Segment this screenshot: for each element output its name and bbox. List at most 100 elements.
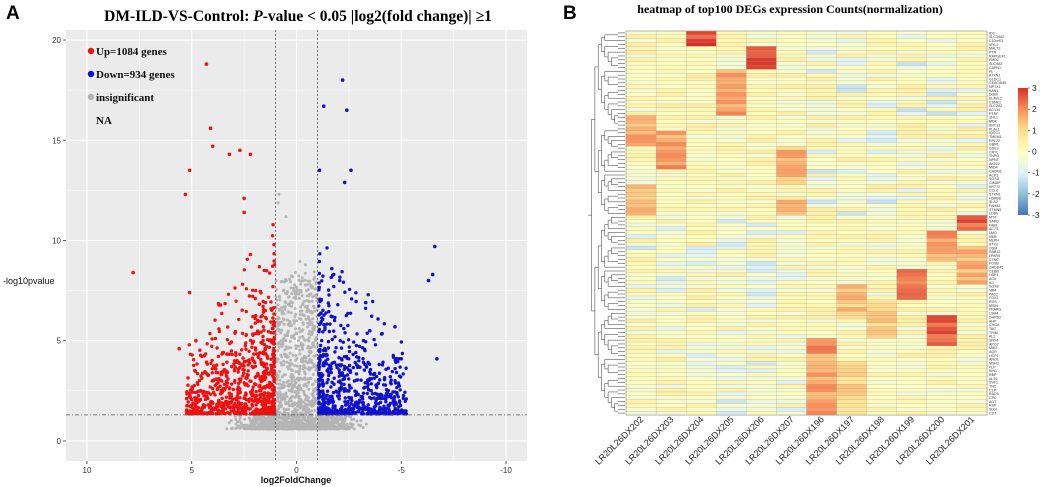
heatmap-cell <box>776 265 808 270</box>
down-gene-point <box>323 325 327 330</box>
up-gene-point <box>271 393 275 397</box>
insignificant-gene-point <box>303 271 307 275</box>
up-gene-point <box>248 152 253 157</box>
up-gene-point <box>238 352 242 356</box>
heatmap-cell <box>655 234 687 239</box>
down-gene-point <box>329 364 333 369</box>
heatmap-cell <box>776 276 808 282</box>
up-gene-point <box>229 349 234 353</box>
insignificant-gene-point <box>308 419 312 423</box>
heatmap-cell <box>956 80 988 86</box>
heatmap-cell <box>866 92 898 97</box>
heatmap-cell <box>896 169 928 174</box>
insignificant-gene-point <box>288 403 291 407</box>
heatmap-cell <box>655 142 687 147</box>
heatmap-cell <box>806 311 838 316</box>
heatmap-cell <box>655 330 687 335</box>
heatmap-cell <box>806 99 838 105</box>
insignificant-gene-point <box>284 301 288 305</box>
heatmap-cell <box>956 73 988 78</box>
heatmap-cell <box>746 69 777 74</box>
heatmap-cell <box>956 222 988 228</box>
heatmap-cell <box>836 307 868 312</box>
heatmap-cell <box>686 96 717 101</box>
heatmap-cell <box>866 119 898 124</box>
insignificant-gene-point <box>278 378 282 382</box>
heatmap-cell <box>956 384 988 389</box>
heatmap-cell <box>776 149 808 155</box>
up-gene-point <box>246 363 250 367</box>
up-gene-point <box>269 300 273 304</box>
heatmap-cell <box>956 53 988 59</box>
up-gene-point <box>266 395 270 400</box>
heatmap-cell <box>956 188 988 193</box>
insignificant-gene-point <box>279 361 283 365</box>
up-gene-point <box>205 362 209 366</box>
up-gene-point <box>225 403 229 407</box>
insignificant-gene-point <box>286 355 290 359</box>
insignificant-gene-point <box>294 297 298 300</box>
heatmap-cell <box>776 80 808 86</box>
heatmap-cell <box>866 149 898 155</box>
heatmap-cell <box>625 265 657 270</box>
up-gene-point <box>271 316 275 320</box>
heatmap-cell <box>655 123 687 128</box>
heatmap-cell <box>926 195 958 201</box>
heatmap-cell <box>716 130 747 136</box>
up-gene-point <box>260 400 264 404</box>
up-gene-point <box>221 387 225 391</box>
up-gene-point <box>216 354 221 359</box>
heatmap-cell <box>806 130 838 136</box>
up-gene-point <box>193 369 198 373</box>
up-gene-point <box>190 386 194 391</box>
legend-tick-label: -3 <box>1032 210 1040 220</box>
down-gene-point <box>330 314 334 319</box>
up-gene-point <box>254 313 258 318</box>
heatmap-cell <box>686 192 717 197</box>
insignificant-gene-point <box>243 423 247 427</box>
heatmap-cell <box>836 238 868 243</box>
heatmap-cell <box>625 276 657 282</box>
heatmap-cell <box>746 57 777 63</box>
heatmap-cell <box>866 115 898 120</box>
up-gene-point <box>212 364 216 368</box>
heatmap-cell <box>625 211 657 216</box>
heatmap-cell <box>686 280 717 285</box>
heatmap-cell <box>806 315 838 320</box>
heatmap-cell <box>746 330 777 335</box>
heatmap-cell <box>926 50 958 55</box>
heatmap-cell <box>716 219 747 224</box>
legend-tick-label: 2 <box>1032 104 1037 114</box>
heatmap-cell <box>926 69 958 74</box>
heatmap-panel: ID3SLC34A2C10orf71MYL2MALT3PTRRAPGEF1FMD… <box>588 30 1040 467</box>
up-gene-point <box>254 390 258 394</box>
insignificant-gene-point <box>252 419 256 423</box>
heatmap-cell <box>655 345 687 351</box>
up-gene-point <box>187 290 192 295</box>
heatmap-cell <box>926 384 958 389</box>
heatmap-row-label: CDT <box>989 411 997 415</box>
heatmap-cell <box>926 130 958 136</box>
heatmap-cell <box>896 326 928 331</box>
heatmap-cell <box>686 299 717 305</box>
heatmap-cell <box>806 53 838 59</box>
insignificant-gene-point <box>297 399 301 403</box>
insignificant-gene-point <box>311 392 315 396</box>
heatmap-cell <box>776 272 808 278</box>
insignificant-gene-point <box>281 342 285 346</box>
heatmap-cell <box>776 172 808 178</box>
heatmap-cell <box>625 73 657 78</box>
down-gene-point <box>321 308 325 312</box>
insignificant-gene-point <box>308 401 312 405</box>
down-gene-point <box>353 360 357 365</box>
up-gene-point <box>234 299 238 303</box>
heatmap-cell <box>716 299 747 305</box>
heatmap-cell <box>896 88 928 93</box>
up-gene-point <box>256 332 260 336</box>
up-gene-point <box>227 152 232 157</box>
heatmap-cell <box>926 146 958 151</box>
heatmap-cell <box>926 334 958 339</box>
up-gene-point <box>194 338 198 343</box>
heatmap-cell <box>926 192 958 197</box>
insignificant-gene-point <box>290 384 294 387</box>
